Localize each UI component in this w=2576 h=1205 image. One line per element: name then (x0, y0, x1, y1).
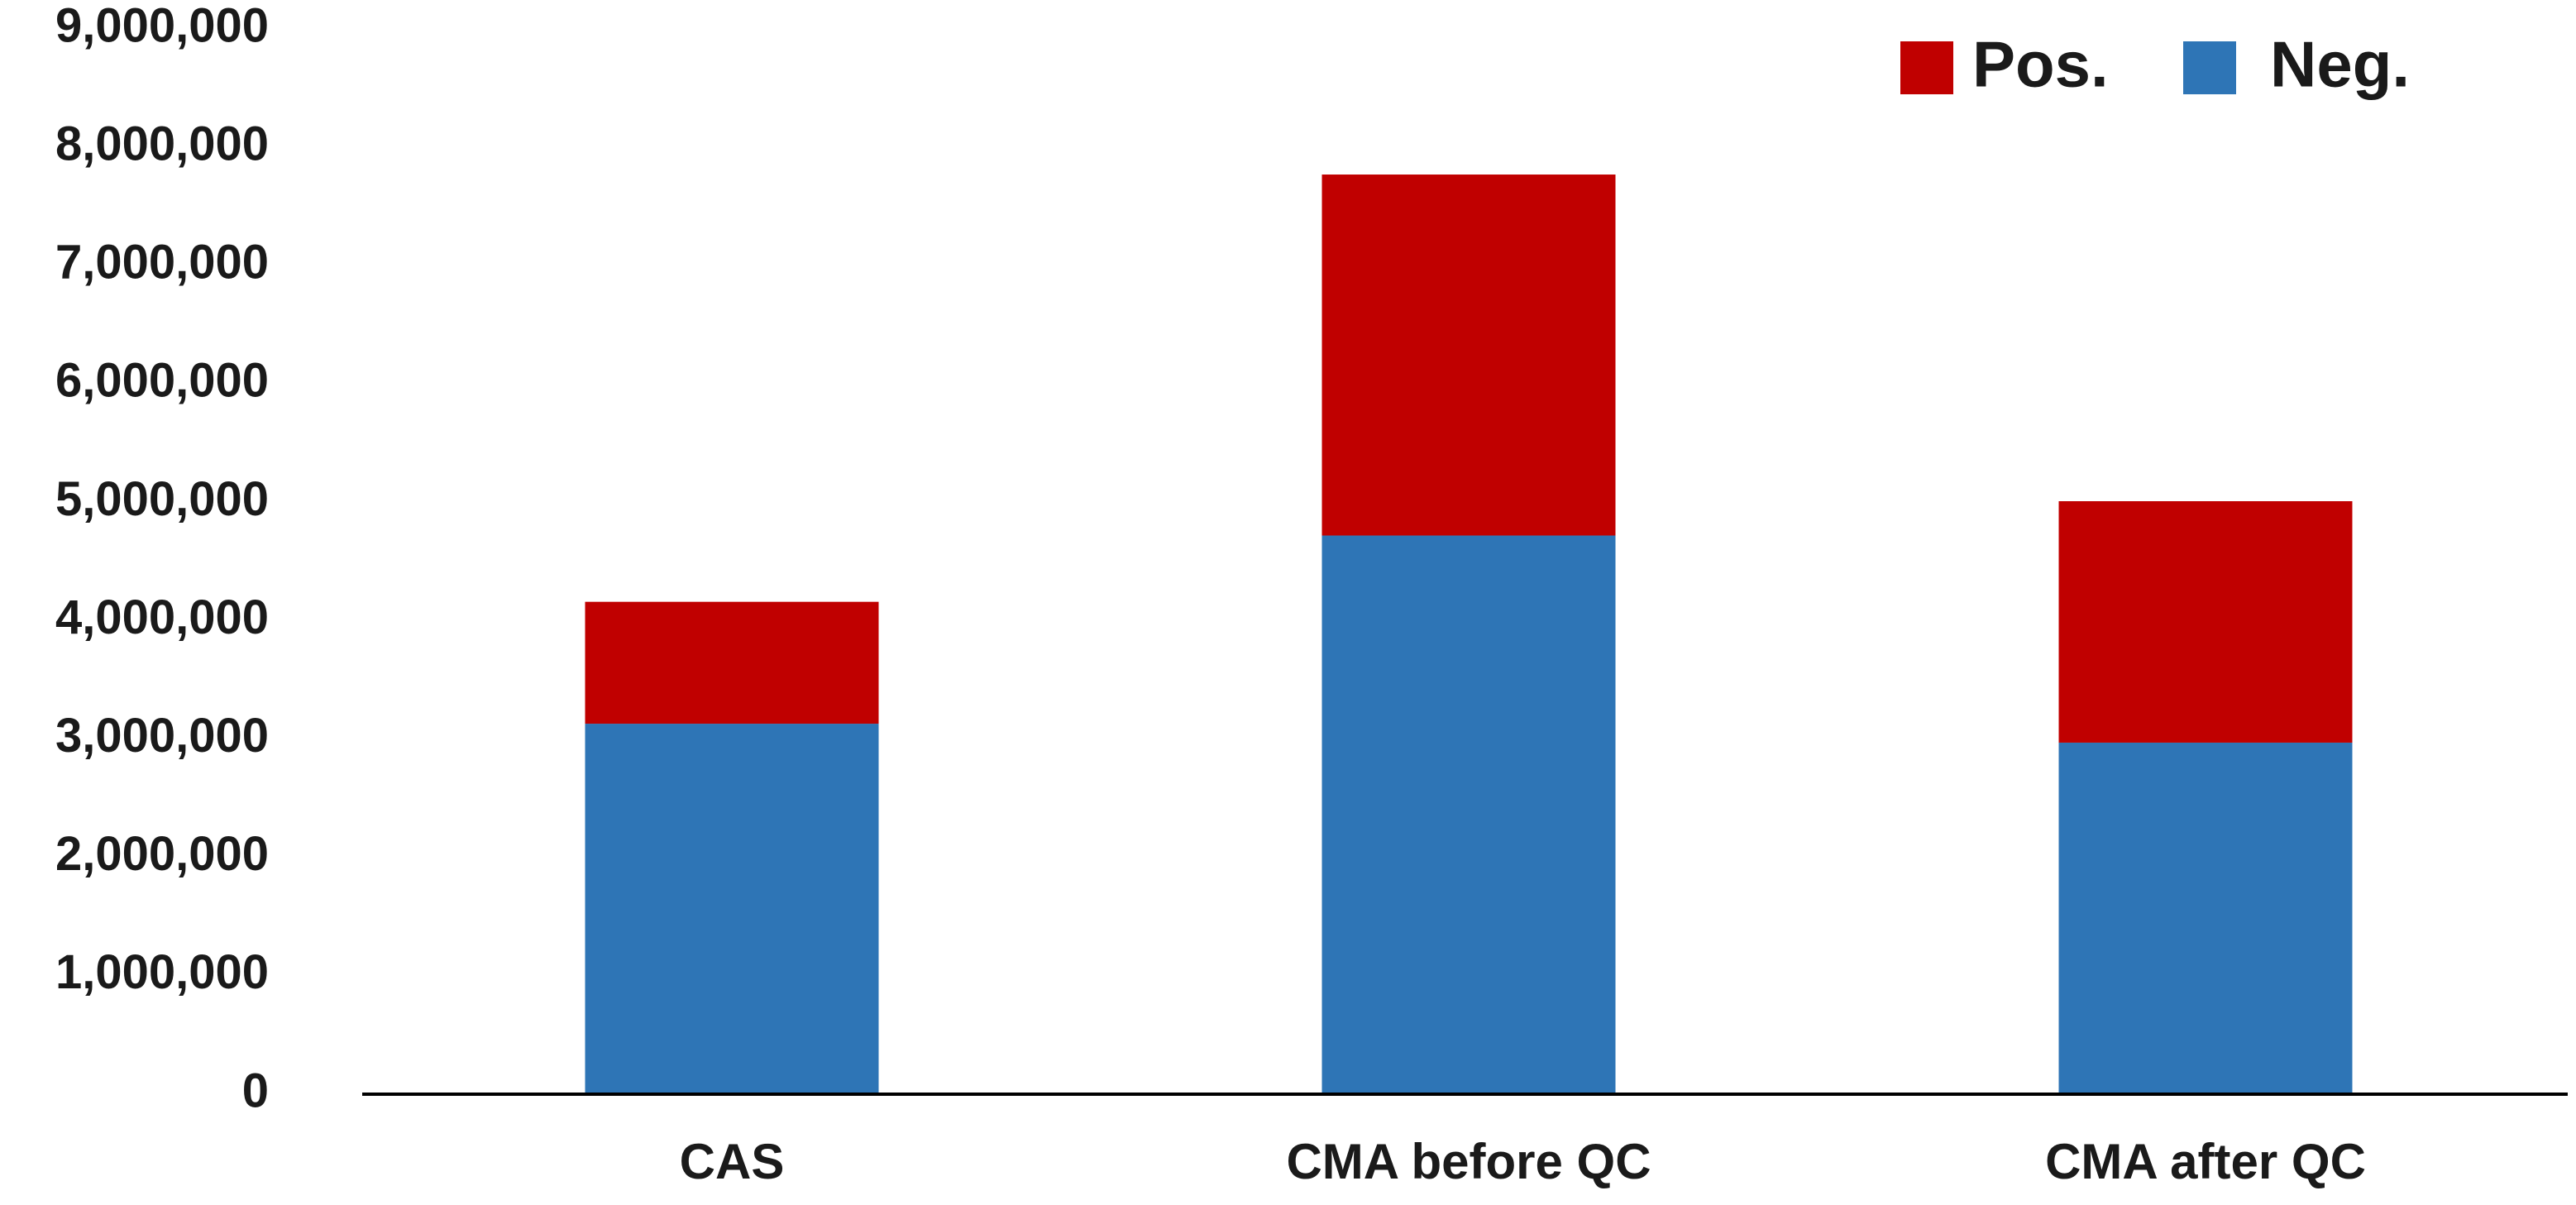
y-axis-tick-labels: 0 1,000,000 2,000,000 3,000,000 4,000,000 5,0… (55, 0, 269, 1117)
legend-label: Pos. (1972, 28, 2109, 101)
x-category-label: CAS (680, 1134, 785, 1189)
bars (585, 175, 2353, 1094)
y-tick-label: 2,000,000 (55, 827, 269, 881)
y-tick-label: 9,000,000 (55, 0, 269, 52)
legend: Pos. Neg. (1900, 28, 2410, 101)
y-tick-label: 5,000,000 (55, 472, 269, 526)
y-tick-label: 1,000,000 (55, 945, 269, 999)
y-tick-label: 8,000,000 (55, 117, 269, 170)
y-tick-label: 4,000,000 (55, 591, 269, 644)
y-tick-label: 7,000,000 (55, 236, 269, 289)
x-category-label: CMA before QC (1286, 1134, 1651, 1189)
legend-label: Neg. (2270, 28, 2410, 101)
y-tick-label: 3,000,000 (55, 709, 269, 763)
bar-segment-pos (1321, 175, 1616, 536)
bar-segment-pos (2058, 501, 2353, 743)
bar-segment-pos (585, 601, 879, 724)
x-axis-category-labels: CAS CMA before QC CMA after QC (680, 1134, 2366, 1189)
bar-segment-neg (2058, 742, 2353, 1094)
legend-swatch (1900, 41, 1953, 94)
bar-segment-neg (585, 724, 879, 1094)
y-tick-label: 6,000,000 (55, 354, 269, 408)
bar-segment-neg (1321, 535, 1616, 1094)
y-tick-label: 0 (242, 1064, 269, 1117)
x-category-label: CMA after QC (2045, 1134, 2366, 1189)
legend-swatch (2183, 41, 2236, 94)
